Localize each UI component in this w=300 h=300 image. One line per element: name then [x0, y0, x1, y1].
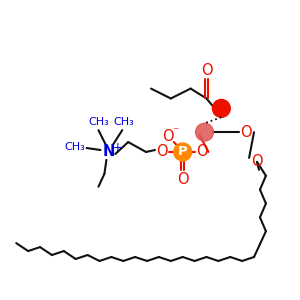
Text: CH₃: CH₃: [88, 117, 109, 127]
Text: O: O: [201, 63, 212, 78]
Text: CH₃: CH₃: [64, 142, 85, 152]
Text: N: N: [102, 145, 115, 160]
Text: O: O: [177, 172, 188, 187]
Text: O: O: [162, 129, 174, 144]
Text: O: O: [156, 145, 168, 160]
Circle shape: [212, 100, 230, 117]
Text: +: +: [112, 140, 122, 154]
Circle shape: [174, 143, 192, 161]
Text: ⁻: ⁻: [172, 126, 179, 139]
Circle shape: [196, 123, 213, 141]
Text: O: O: [240, 125, 252, 140]
Text: O: O: [251, 154, 263, 169]
Text: P: P: [178, 146, 188, 158]
Text: O: O: [196, 145, 207, 160]
Text: CH₃: CH₃: [114, 117, 135, 127]
